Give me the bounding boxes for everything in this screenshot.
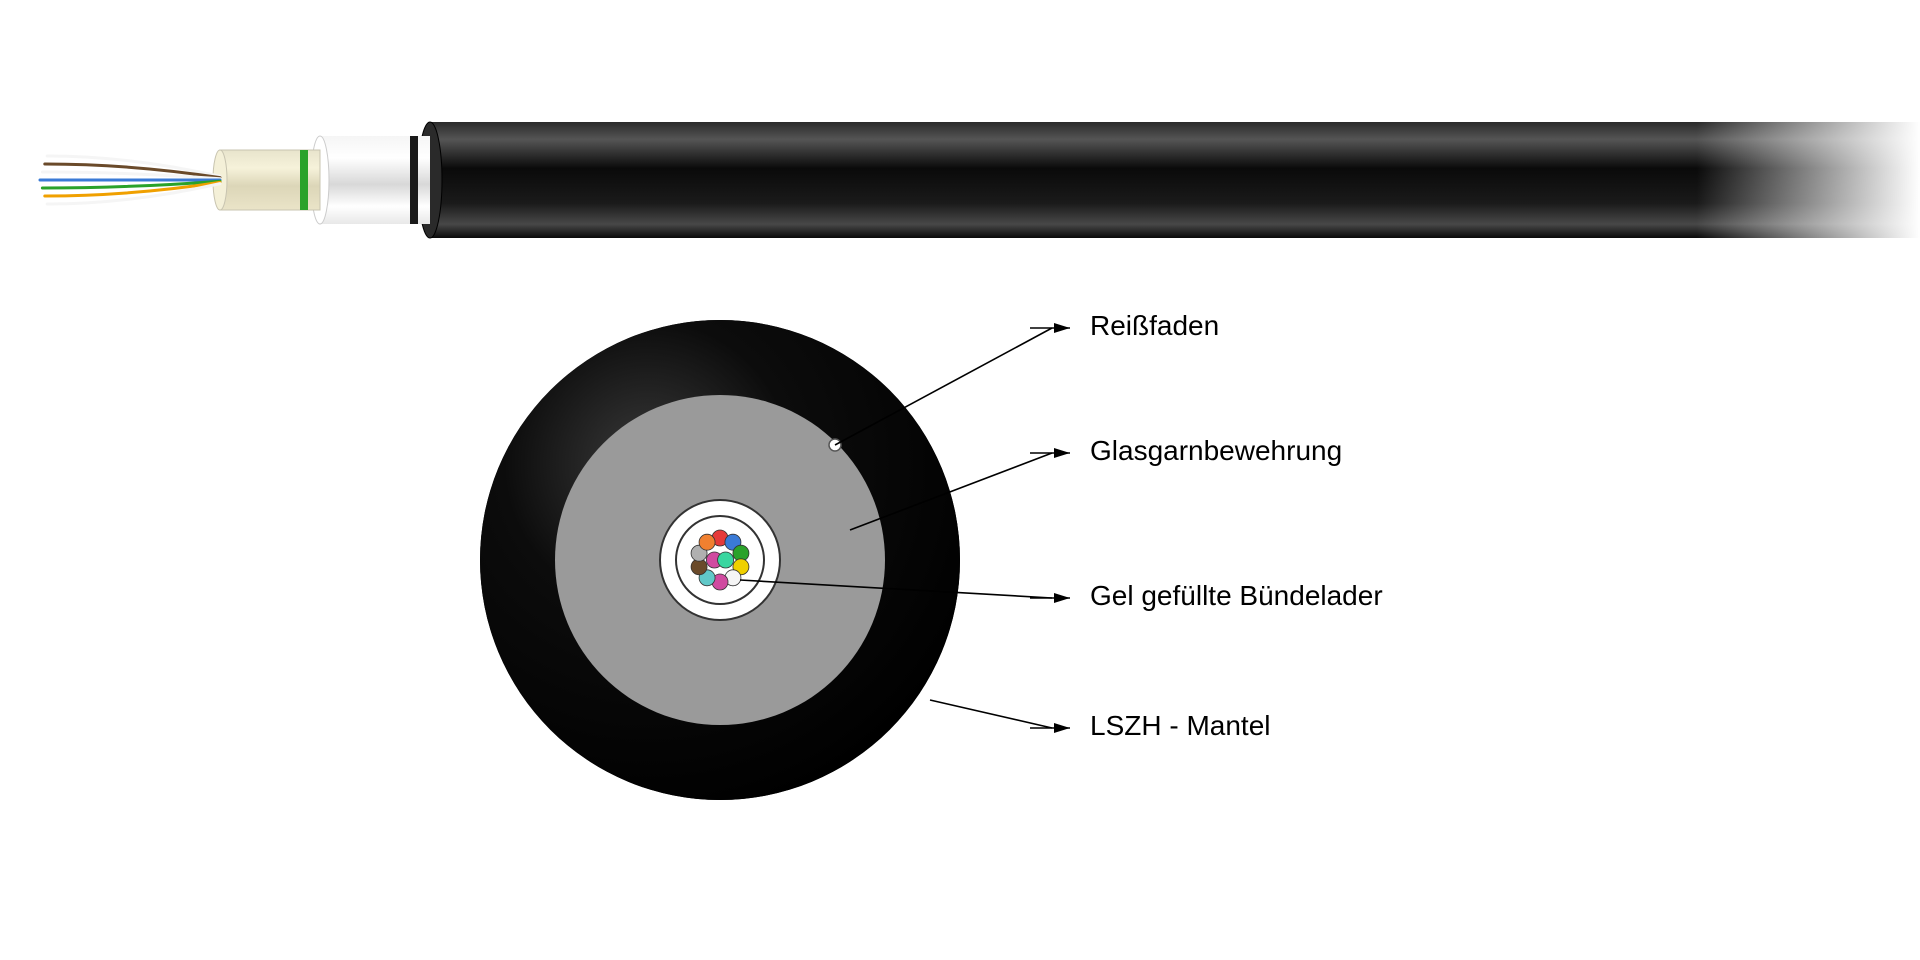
label-arrowhead bbox=[1054, 593, 1070, 603]
label-text: LSZH - Mantel bbox=[1090, 710, 1271, 741]
label-text: Reißfaden bbox=[1090, 310, 1219, 341]
label-arrowhead bbox=[1054, 723, 1070, 733]
xsec-fiber-center bbox=[718, 552, 734, 568]
label-leader-line bbox=[930, 700, 1052, 728]
label-arrowhead bbox=[1054, 323, 1070, 333]
side-yarn-band bbox=[410, 136, 418, 224]
side-jacket-fade bbox=[430, 122, 1920, 238]
label-text: Glasgarnbewehrung bbox=[1090, 435, 1342, 466]
side-tube-band bbox=[300, 150, 308, 210]
label-text: Gel gefüllte Bündelader bbox=[1090, 580, 1383, 611]
label-arrowhead bbox=[1054, 448, 1070, 458]
xsec-fiber bbox=[699, 534, 715, 550]
